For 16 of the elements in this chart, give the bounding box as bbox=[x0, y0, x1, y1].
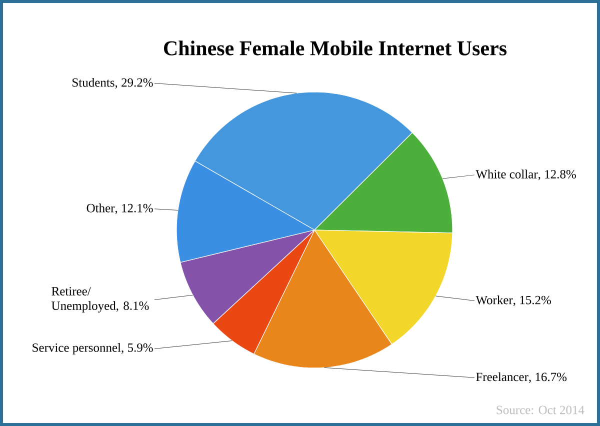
data-label: , 8.1% bbox=[116, 302, 149, 312]
slice-label: Students bbox=[72, 78, 114, 87]
data-label: , 5.9% bbox=[121, 343, 153, 354]
data-label: , 16.7% bbox=[528, 372, 567, 383]
data-label: , 15.2% bbox=[513, 296, 551, 306]
slice-label: Retiree/ Unemployed bbox=[52, 287, 116, 313]
data-label: , 12.1% bbox=[115, 204, 153, 214]
slice-label: White collar bbox=[476, 170, 538, 179]
data-label: , 29.2% bbox=[115, 78, 153, 89]
slice-label: Freelancer bbox=[476, 372, 528, 382]
data-label: , 12.8% bbox=[538, 170, 576, 180]
slice-label: Worker bbox=[476, 295, 513, 304]
slice-label: Service personnel bbox=[32, 343, 121, 354]
source-note: Source: Oct 2014 bbox=[496, 406, 584, 414]
chart-title: Chinese Female Mobile Internet Users bbox=[164, 40, 507, 56]
slice-label: Other bbox=[86, 204, 115, 212]
